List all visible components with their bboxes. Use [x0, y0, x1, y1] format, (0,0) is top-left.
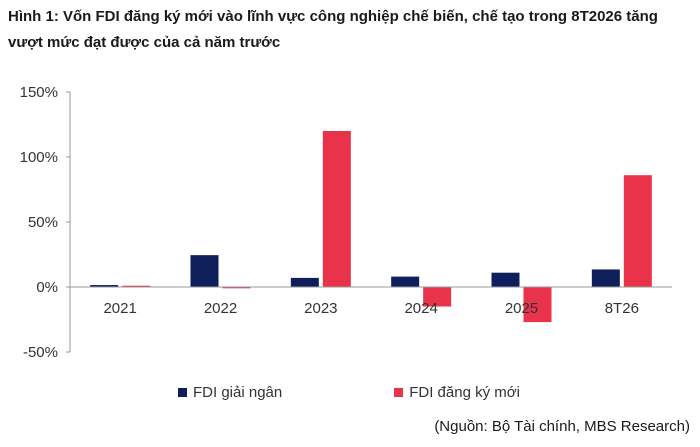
bar-chart: 150% 100% 50% 0% -50% 2021 2022 2023 2024 2025 8T… — [20, 84, 672, 361]
legend-label-disbursed: FDI giải ngân — [193, 384, 283, 401]
legend-item-registered: FDI đăng ký mới — [394, 384, 520, 401]
x-tick-label: 2022 — [204, 300, 237, 317]
source-note: (Nguồn: Bộ Tài chính, MBS Research) — [434, 418, 690, 435]
x-tick-label: 2025 — [505, 300, 538, 317]
bar-fdi-disbursed — [190, 255, 219, 287]
x-tick-label: 2023 — [304, 300, 337, 317]
y-tick-label: 100% — [20, 149, 58, 166]
legend-label-registered: FDI đăng ký mới — [409, 384, 520, 401]
legend-item-disbursed: FDI giải ngân — [178, 384, 282, 401]
y-tick-label: 0% — [36, 279, 58, 296]
bar-fdi-registered — [122, 285, 151, 287]
bar-fdi-disbursed — [290, 277, 319, 287]
legend-swatch-registered — [394, 388, 404, 397]
bar-fdi-registered — [423, 287, 452, 307]
bar-fdi-registered — [222, 287, 251, 289]
bar-fdi-disbursed — [90, 285, 119, 287]
y-tick-label: -50% — [23, 344, 58, 361]
bar-fdi-registered — [623, 175, 652, 287]
bar-fdi-disbursed — [591, 269, 620, 287]
y-tick-label: 150% — [20, 84, 58, 101]
x-axis: 2021 2022 2023 2024 2025 8T26 — [103, 300, 638, 317]
bar-fdi-registered — [523, 287, 552, 323]
bar-fdi-disbursed — [391, 276, 420, 287]
y-axis: 150% 100% 50% 0% -50% — [20, 84, 70, 361]
bar-fdi-disbursed — [491, 272, 520, 287]
y-tick-label: 50% — [28, 214, 58, 231]
legend-swatch-disbursed — [178, 388, 187, 397]
x-tick-label: 8T26 — [605, 300, 639, 317]
bars — [90, 131, 652, 323]
legend: FDI giải ngân FDI đăng ký mới — [178, 384, 632, 401]
bar-fdi-registered — [322, 131, 351, 287]
chart-title: Hình 1: Vốn FDI đăng ký mới vào lĩnh vực… — [8, 8, 658, 51]
x-tick-label: 2021 — [103, 300, 136, 317]
x-tick-label: 2024 — [404, 300, 437, 317]
